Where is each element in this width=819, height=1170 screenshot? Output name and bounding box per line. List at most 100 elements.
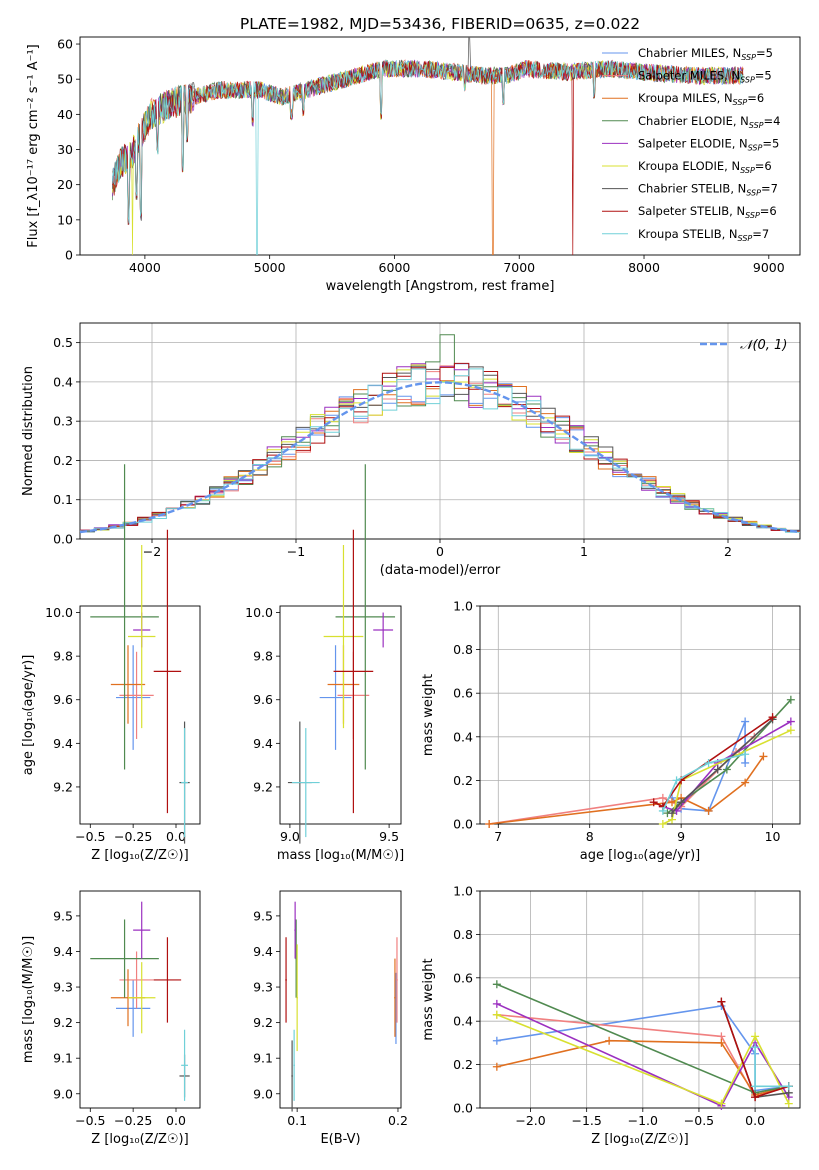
- y-tick-label: 9.2: [53, 1015, 73, 1030]
- x-axis-label: Z [log₁₀(Z/Z☉)]: [91, 1132, 188, 1147]
- mass-weight-marker-salpeter_stelib: [649, 798, 658, 807]
- legend-count: =5: [755, 69, 772, 83]
- axes-frame: [279, 605, 402, 825]
- mass-weight-vs-age-panel: 7 8 9 10 0.0 0.2 0.4 0.6 0.8 1.0 age [log₁₀(age/yr…: [421, 599, 801, 863]
- legend-text: Salpeter STELIB, N: [638, 204, 745, 218]
- mass-weight-marker-kroupa_miles: [704, 806, 713, 815]
- x-axis-label: wavelength [Angstrom, rest frame]: [326, 279, 555, 294]
- mass-weight-marker-kroupa_miles: [741, 778, 750, 787]
- axes-frame: [79, 322, 801, 540]
- y-tick-label: 20: [57, 177, 73, 192]
- legend-subscript: SSP: [740, 76, 755, 85]
- y-tick-label: 9.8: [253, 649, 273, 664]
- y-tick-label: 9.6: [53, 692, 73, 707]
- y-tick-label: 1.0: [453, 599, 473, 614]
- axes-frame: [479, 890, 801, 1109]
- y-tick-label: 0.2: [53, 453, 73, 468]
- spectrum-line-kroupa_elodie: [112, 60, 744, 255]
- x-tick-label: −0.5: [75, 1113, 105, 1128]
- mass-weight-marker-kroupa_elodie: [658, 820, 667, 828]
- y-tick-label: 9.8: [53, 649, 73, 664]
- axes-frame: [279, 890, 402, 1109]
- legend-subscript: SSP: [748, 143, 763, 152]
- mass-weight-marker-kroupa_elodie: [751, 1032, 760, 1041]
- legend-label-kroupa_elodie: Kroupa ELODIE, NSSP=6: [638, 159, 772, 175]
- mass-weight-line-kroupa_elodie: [662, 729, 792, 825]
- x-tick-label: 8: [586, 829, 594, 844]
- y-tick-label: 9.4: [53, 736, 73, 751]
- legend-label-chabrier_miles: Chabrier MILES, NSSP=5: [638, 46, 773, 62]
- y-tick-label: 0.4: [453, 1014, 473, 1029]
- mass-weight-line-salpeter_stelib: [653, 716, 774, 808]
- legend-count: =6: [747, 91, 764, 105]
- y-tick-label: 0.4: [53, 374, 73, 389]
- legend-text: Chabrier ELODIE, N: [638, 114, 749, 128]
- axes-frame: [79, 605, 201, 825]
- legend-count: =4: [764, 114, 781, 128]
- x-tick-label: 6000: [379, 260, 411, 275]
- mass-vs-ebv-panel: 0.1 0.2 9.0 9.1 9.2 9.3 9.4 9.5 E(B-V): [253, 890, 408, 1147]
- y-tick-label: 50: [57, 72, 73, 87]
- age-vs-Z-panel: −0.5 −0.25 0.0 9.2 9.4 9.6 9.8 10.0 Z [log₁₀(Z/Z…: [21, 464, 201, 863]
- mass-weight-marker-kroupa_stelib: [751, 1082, 760, 1091]
- mass-weight-marker-chabrier_stelib: [677, 798, 686, 807]
- legend-text: Kroupa ELODIE, N: [638, 159, 740, 173]
- legend-subscript: SSP: [733, 98, 748, 107]
- y-tick-label: 0.2: [453, 773, 473, 788]
- legend-label-kroupa_stelib: Kroupa STELIB, NSSP=7: [638, 227, 769, 243]
- y-tick-label: 0.6: [453, 970, 473, 985]
- y-tick-label: 0.1: [53, 492, 73, 507]
- mass-weight-line-kroupa_miles: [489, 755, 765, 825]
- y-axis-label: Normed distribution: [21, 366, 36, 496]
- legend-subscript: SSP: [746, 189, 761, 198]
- legend-count: =5: [762, 136, 779, 150]
- legend-count: =7: [752, 227, 769, 241]
- y-tick-label: 0.5: [53, 335, 73, 350]
- y-tick-label: 1.0: [453, 884, 473, 899]
- legend-text: Salpeter MILES, N: [638, 69, 740, 83]
- y-axis-label: Flux [f_λ10⁻¹⁷ erg cm⁻² s⁻¹ A⁻¹]: [26, 44, 41, 248]
- mass-weight-marker-chabrier_elodie: [492, 980, 501, 989]
- x-tick-label: 1: [580, 544, 588, 559]
- mass-weight-marker-kroupa_miles: [605, 1036, 614, 1045]
- mass-weight-marker-chabrier_miles: [492, 1036, 501, 1045]
- x-tick-label: 2: [724, 544, 732, 559]
- legend-label-salpeter_miles: Salpeter MILES, NSSP=5: [638, 69, 772, 85]
- legend-subscript: SSP: [740, 166, 755, 175]
- mass-weight-line-chabrier_stelib: [671, 718, 774, 814]
- y-tick-label: 0.8: [453, 927, 473, 942]
- legend-count: =7: [761, 182, 778, 196]
- x-axis-label: Z [log₁₀(Z/Z☉)]: [591, 1132, 688, 1147]
- x-tick-label: 8000: [628, 260, 660, 275]
- histogram-salpeter_stelib: [80, 362, 800, 532]
- mass-weight-marker-kroupa_stelib: [751, 1043, 760, 1052]
- mass-weight-marker-kroupa_miles: [668, 798, 676, 807]
- x-tick-label: −1: [287, 544, 305, 559]
- x-tick-label: −2.0: [515, 1113, 545, 1128]
- legend-label-kroupa_miles: Kroupa MILES, NSSP=6: [638, 91, 764, 107]
- legend-count: =6: [760, 204, 777, 218]
- mass-weight-marker-salpeter_stelib: [751, 1093, 760, 1102]
- y-tick-label: 60: [57, 37, 73, 52]
- legend-text: Kroupa STELIB, N: [638, 227, 738, 241]
- legend-text: Chabrier STELIB, N: [638, 182, 746, 196]
- x-tick-label: 5000: [254, 260, 286, 275]
- legend-label-salpeter_stelib: Salpeter STELIB, NSSP=6: [638, 204, 777, 220]
- mass-weight-vs-Z-panel: −2.0 −1.5 −1.0 −0.5 0.0 0.0 0.2 0.4 0.6 0.8 1.0 Z […: [421, 884, 801, 1147]
- mass-weight-marker-salpeter_miles: [658, 793, 667, 802]
- mass-weight-marker-kroupa_miles: [759, 752, 768, 761]
- x-axis-label: E(B-V): [320, 1132, 360, 1147]
- mass-weight-marker-chabrier_elodie: [722, 765, 731, 774]
- mass-weight-marker-kroupa_stelib: [658, 806, 667, 815]
- x-tick-label: −0.5: [684, 1113, 714, 1128]
- legend-label-chabrier_elodie: Chabrier ELODIE, NSSP=4: [638, 114, 780, 130]
- spectrum-line-salpeter_stelib: [112, 59, 744, 255]
- legend-label-chabrier_stelib: Chabrier STELIB, NSSP=7: [638, 182, 778, 198]
- y-tick-label: 9.4: [253, 736, 273, 751]
- y-tick-label: 0.8: [453, 642, 473, 657]
- x-tick-label: 0.2: [388, 1113, 408, 1128]
- mass-weight-marker-salpeter_stelib: [768, 713, 777, 722]
- mass-weight-marker-kroupa_elodie: [786, 726, 795, 735]
- x-tick-label: −1.5: [571, 1113, 601, 1128]
